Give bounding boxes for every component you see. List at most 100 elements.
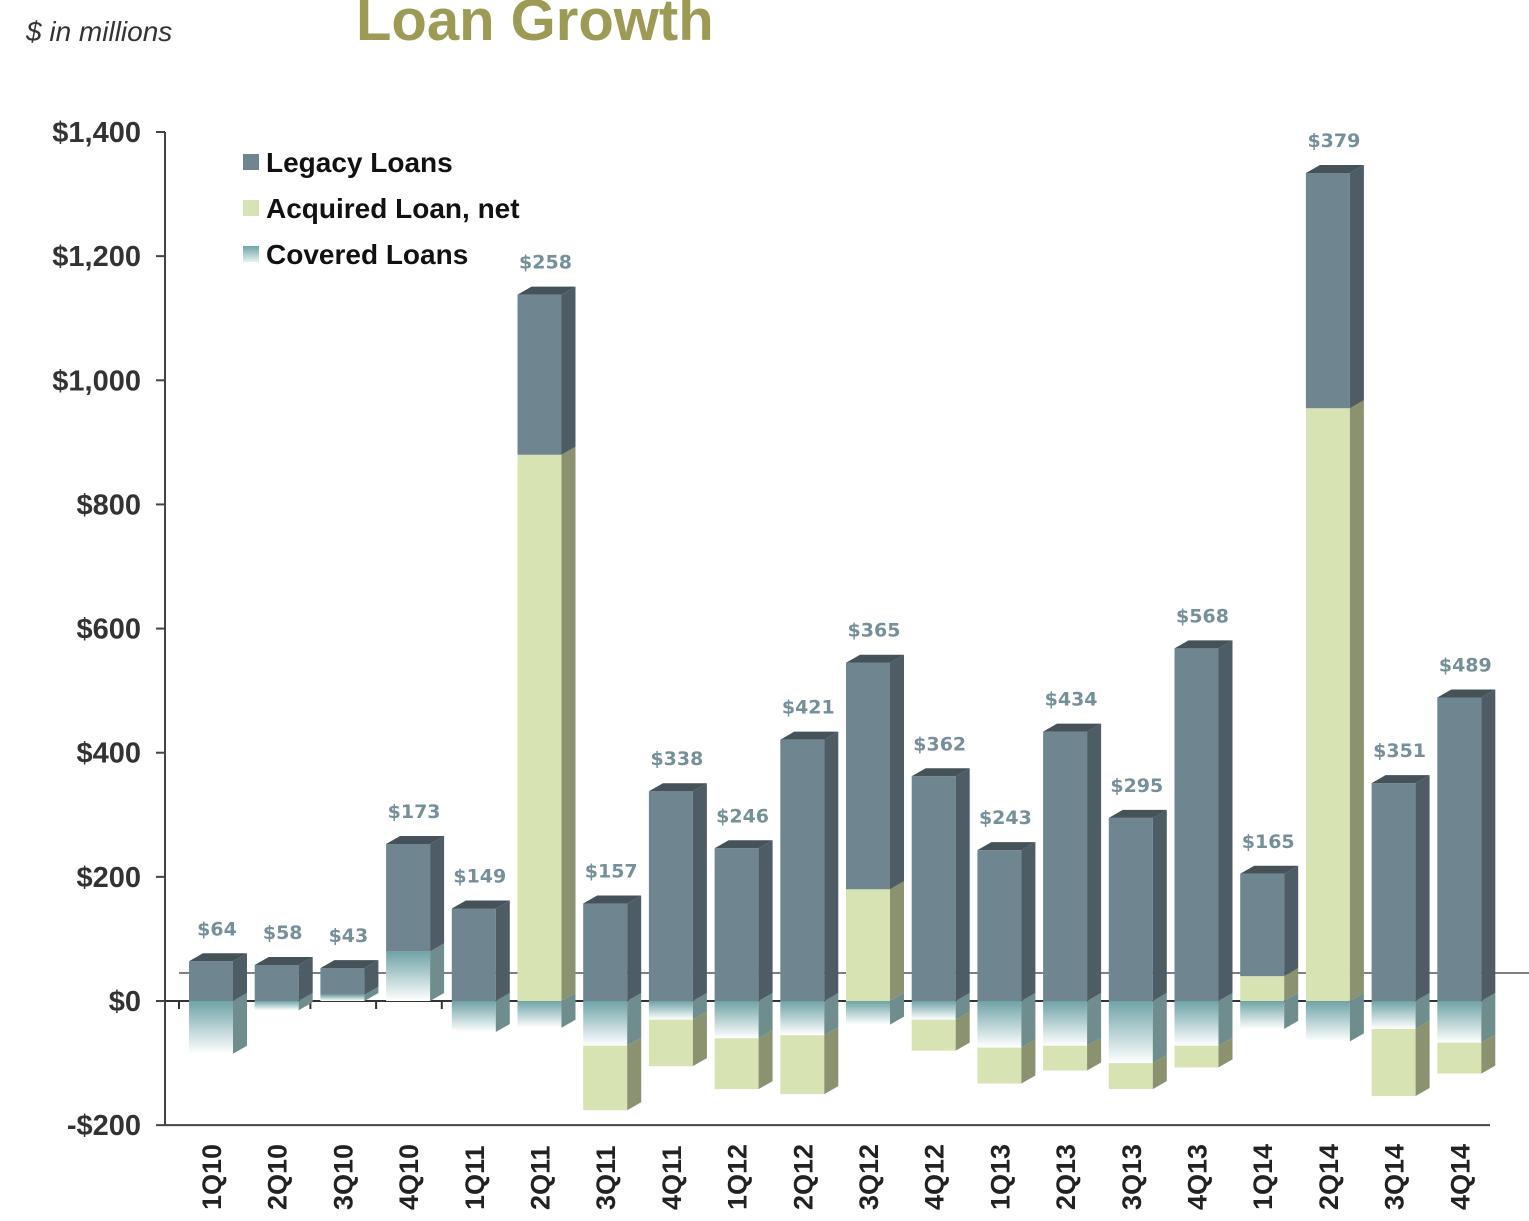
x-tick-label: 2Q10 xyxy=(263,1144,293,1210)
bar-side-legacy xyxy=(627,895,642,1001)
bar-segment-legacy xyxy=(1371,783,1416,1001)
bar-segment-acquired xyxy=(780,1035,825,1095)
legend-swatch-covered xyxy=(243,246,259,262)
bar-top-legacy xyxy=(189,953,247,962)
bar-side-legacy xyxy=(298,956,313,1001)
bar-segment-covered xyxy=(1043,1001,1088,1046)
bars xyxy=(189,164,1496,1111)
data-label: $351 xyxy=(1373,740,1426,762)
bar-segment-legacy xyxy=(1437,697,1482,1001)
bar-segment-covered xyxy=(1174,1001,1219,1046)
x-tick-label: 4Q11 xyxy=(657,1145,687,1210)
x-tick-label: 2Q13 xyxy=(1051,1144,1081,1210)
bar-segment-acquired xyxy=(1240,976,1285,1001)
bar-side-legacy xyxy=(1415,775,1430,1001)
bar-side-legacy xyxy=(430,835,445,952)
bar-side-acquired xyxy=(1415,1020,1430,1096)
x-tick-label: 4Q12 xyxy=(920,1144,950,1210)
x-tick-label: 2Q12 xyxy=(788,1144,818,1210)
y-tick-label: $400 xyxy=(76,738,141,770)
bar-side-acquired xyxy=(1481,1034,1496,1074)
bar-segment-legacy xyxy=(254,964,299,1001)
x-tick-label: 1Q14 xyxy=(1248,1144,1278,1210)
bar-top-legacy xyxy=(1240,865,1299,874)
bar-side-acquired xyxy=(1218,1037,1233,1068)
bar-side-covered xyxy=(1415,993,1430,1029)
bar-segment-acquired xyxy=(1043,1045,1088,1071)
x-tick-label: 3Q11 xyxy=(591,1145,621,1210)
bar-side-legacy xyxy=(692,783,707,1001)
bar-segment-legacy xyxy=(386,843,431,952)
bar-segment-acquired xyxy=(846,889,890,1001)
axes: -$200 $0 $200 $400 $600 $800 $1,000 $1,200 $1,40… xyxy=(52,117,1529,1210)
x-tick-label: 1Q13 xyxy=(985,1144,1015,1210)
bar-side-legacy xyxy=(1152,809,1167,1001)
bar-side-acquired xyxy=(1349,400,1364,1001)
bar-top-legacy xyxy=(254,956,313,965)
bar-side-legacy xyxy=(1087,723,1102,1001)
bar-segment-legacy xyxy=(1108,817,1153,1001)
bar-top-legacy xyxy=(451,900,510,909)
x-tick-label: 1Q10 xyxy=(197,1144,227,1210)
data-label: $243 xyxy=(979,807,1032,829)
legend-swatch-acquired xyxy=(243,200,259,216)
bar-segment-acquired xyxy=(517,454,562,1001)
bar-top-legacy xyxy=(320,960,379,969)
bar-segment-legacy xyxy=(451,908,496,1001)
bar-top-legacy xyxy=(780,731,839,740)
bar-segment-covered xyxy=(1437,1001,1482,1043)
bar-segment-covered xyxy=(386,951,431,1001)
bar-side-acquired xyxy=(824,1027,839,1095)
bar-side-covered xyxy=(1284,993,1299,1029)
x-tick-label: 1Q11 xyxy=(460,1145,490,1210)
y-tick-label: $200 xyxy=(76,862,141,894)
bar-top-legacy xyxy=(846,654,904,663)
y-tick-label: -$200 xyxy=(67,1110,141,1142)
bar-side-legacy xyxy=(1021,842,1036,1001)
data-label: $165 xyxy=(1242,831,1295,853)
bar-top-legacy xyxy=(386,835,445,844)
bar-segment-legacy xyxy=(1305,172,1350,409)
bar-segment-covered xyxy=(320,994,365,1001)
bar-side-legacy xyxy=(495,900,510,1001)
bar-side-acquired xyxy=(561,446,576,1001)
bar-top-legacy xyxy=(977,842,1036,851)
bar-segment-covered xyxy=(517,1001,562,1028)
bar-segment-covered xyxy=(1371,1001,1416,1029)
legend-label-acquired: Acquired Loan, net xyxy=(266,193,520,224)
bar-side-covered xyxy=(1481,993,1496,1043)
bar-side-covered xyxy=(561,993,576,1028)
chart-subtitle: $ in millions xyxy=(26,16,173,47)
x-tick-label: 3Q14 xyxy=(1380,1144,1410,1210)
bar-side-covered xyxy=(298,993,313,1011)
bar-segment-legacy xyxy=(517,294,562,455)
bar-side-covered xyxy=(1087,993,1102,1046)
x-tick-label: 4Q13 xyxy=(1183,1144,1213,1210)
y-tick-label: $800 xyxy=(76,489,141,521)
bar-segment-covered xyxy=(583,1001,628,1046)
bar-segment-legacy xyxy=(189,961,233,1001)
y-tick-label: $600 xyxy=(76,614,141,646)
data-label: $246 xyxy=(716,805,769,827)
y-tick-label: $1,400 xyxy=(52,117,141,149)
bar-side-covered xyxy=(692,993,707,1020)
bar-side-covered xyxy=(364,986,379,1001)
legend-swatch-legacy xyxy=(243,154,259,170)
x-tick-label: 1Q12 xyxy=(723,1144,753,1210)
bar-side-covered xyxy=(890,993,904,1025)
bar-side-legacy xyxy=(955,768,970,1001)
data-labels: $64 $58 $43 $173 $149 $258 $157 $338 $246 $421 $36… xyxy=(197,130,1492,947)
bar-top-legacy xyxy=(583,895,642,904)
data-label: $258 xyxy=(519,252,572,274)
bar-side-legacy xyxy=(1481,689,1496,1001)
data-label: $58 xyxy=(263,922,303,944)
bar-segment-legacy xyxy=(714,848,759,1001)
bar-side-legacy xyxy=(561,286,576,455)
bar-top-legacy xyxy=(714,840,773,849)
bar-segment-legacy xyxy=(1240,873,1285,977)
bar-segment-covered xyxy=(977,1001,1022,1048)
bar-top-legacy xyxy=(1305,164,1364,173)
data-label: $379 xyxy=(1307,130,1360,152)
bar-side-acquired xyxy=(1087,1037,1102,1071)
bar-segment-covered xyxy=(189,1001,233,1054)
